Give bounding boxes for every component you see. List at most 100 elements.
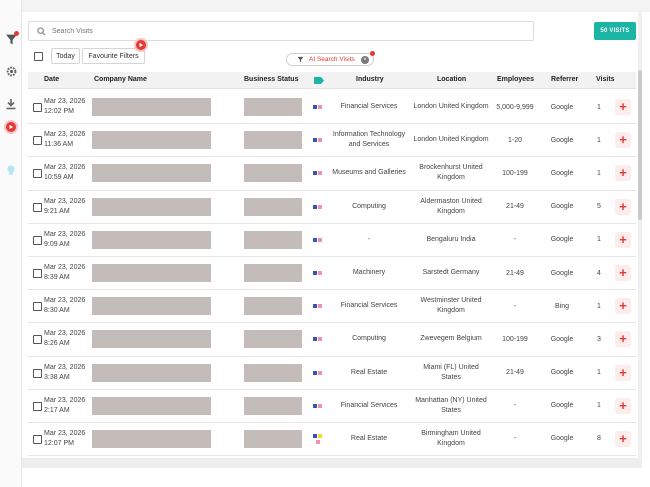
company-name[interactable] <box>92 124 212 156</box>
today-button[interactable]: Today <box>51 48 80 64</box>
table-row[interactable]: Mar 23, 2026 8:26 AM Computing Zwevegem Bel… <box>28 323 636 357</box>
visit-count: 5 <box>597 203 601 211</box>
col-location[interactable]: Location <box>437 76 467 83</box>
row-checkbox[interactable] <box>33 302 42 312</box>
company-name[interactable] <box>92 390 212 422</box>
ai-search-chip[interactable]: AI Search Visits × <box>286 51 375 66</box>
col-industry[interactable]: Industry <box>356 76 384 83</box>
industry: Machinery <box>352 269 386 277</box>
row-checkbox[interactable] <box>33 169 42 179</box>
tags-cell[interactable] <box>311 357 325 389</box>
visit-time: 8:30 AM <box>44 307 70 315</box>
tags-cell[interactable] <box>311 390 325 422</box>
row-checkbox[interactable] <box>33 136 42 146</box>
add-button[interactable]: + <box>615 357 631 389</box>
row-checkbox[interactable] <box>33 268 42 278</box>
table-row[interactable]: Mar 23, 2026 12:07 PM Real Estate Birmingha… <box>28 423 636 457</box>
filter-icon[interactable] <box>3 31 19 47</box>
table-row[interactable]: Mar 23, 2026 9:21 AM Computing Aldermaston … <box>28 191 636 224</box>
employees: 100-199 <box>502 169 528 177</box>
tags-cell[interactable] <box>311 423 325 455</box>
company-name[interactable] <box>92 224 212 256</box>
table-row[interactable]: Mar 23, 2026 9:09 AM - Bengaluru India - Goog… <box>28 224 636 257</box>
visit-day: Mar 23, 2026 <box>44 98 86 106</box>
add-button[interactable]: + <box>615 91 631 123</box>
add-button[interactable]: + <box>615 157 631 189</box>
col-employees[interactable]: Employees <box>497 76 534 83</box>
employees: 100-199 <box>502 335 528 343</box>
search-input[interactable] <box>52 27 512 35</box>
col-company[interactable]: Company Name <box>94 76 147 83</box>
visit-time: 2:17 AM <box>44 406 70 414</box>
add-button[interactable]: + <box>615 124 631 156</box>
favourite-filters-button[interactable]: Favourite Filters <box>82 48 145 64</box>
table-row[interactable]: Mar 23, 2026 12:02 PM Financial Services Lo… <box>28 91 636 125</box>
row-checkbox[interactable] <box>33 434 42 444</box>
favourite-play-icon[interactable] <box>134 38 148 52</box>
plus-icon: + <box>615 132 631 149</box>
add-button[interactable]: + <box>615 323 631 355</box>
referrer: Google <box>550 203 574 211</box>
settings-icon[interactable] <box>3 63 19 79</box>
row-checkbox[interactable] <box>33 202 42 212</box>
visit-count: 4 <box>597 269 601 277</box>
company-name[interactable] <box>92 257 212 289</box>
visit-date: Mar 23, 2026 3:38 AM <box>44 357 106 389</box>
select-all-checkbox[interactable] <box>34 52 43 61</box>
referrer: Google <box>550 269 574 277</box>
tags-cell[interactable] <box>311 191 325 223</box>
row-checkbox[interactable] <box>33 368 42 378</box>
add-button[interactable]: + <box>615 191 631 223</box>
company-name[interactable] <box>92 91 212 123</box>
company-name[interactable] <box>92 157 212 189</box>
scrollbar-thumb[interactable] <box>638 70 642 220</box>
tags-cell[interactable] <box>311 124 325 156</box>
row-checkbox[interactable] <box>33 401 42 411</box>
industry: Financial Services <box>340 103 398 111</box>
add-button[interactable]: + <box>615 423 631 455</box>
tags-cell[interactable] <box>311 224 325 256</box>
download-icon[interactable] <box>3 96 19 112</box>
table-row[interactable]: Mar 23, 2026 8:39 AM Machinery Sarstedt Ger… <box>28 257 636 291</box>
col-visits[interactable]: Visits <box>596 76 615 83</box>
table-row[interactable]: Mar 23, 2026 11:36 AM Information Technolo… <box>28 124 636 158</box>
company-name[interactable] <box>92 191 212 223</box>
row-checkbox[interactable] <box>33 103 42 112</box>
redacted-company <box>92 330 211 349</box>
filter-alert-dot <box>14 31 19 36</box>
company-name[interactable] <box>92 357 212 389</box>
location: Miami (FL) United States <box>423 363 479 381</box>
table-row[interactable]: Mar 23, 2026 3:38 AM Real Estate Miami (FL)… <box>28 357 636 390</box>
table-row[interactable]: Mar 23, 2026 2:17 AM Financial Services Man… <box>28 390 636 423</box>
tags-cell[interactable] <box>311 290 325 322</box>
redacted-status <box>244 396 302 415</box>
scrollbar-track[interactable] <box>638 12 642 467</box>
row-checkbox[interactable] <box>33 335 42 345</box>
row-checkbox[interactable] <box>33 235 42 245</box>
search-box[interactable] <box>28 21 534 41</box>
col-date[interactable]: Date <box>44 76 60 83</box>
industry: Computing <box>352 335 386 343</box>
company-name[interactable] <box>92 290 212 322</box>
add-button[interactable]: + <box>615 224 631 256</box>
tags-cell[interactable] <box>311 157 325 189</box>
add-button[interactable]: + <box>615 257 631 289</box>
table-row[interactable]: Mar 23, 2026 8:30 AM Financial Services Wes… <box>28 290 636 324</box>
play-icon[interactable] <box>3 119 19 135</box>
add-button[interactable]: + <box>615 290 631 322</box>
col-business-status[interactable]: Business Status <box>244 76 299 83</box>
lightbulb-icon[interactable] <box>3 162 19 178</box>
visit-count: 1 <box>597 302 601 310</box>
add-button[interactable]: + <box>615 390 631 422</box>
company-name[interactable] <box>92 323 212 355</box>
company-name[interactable] <box>92 423 212 455</box>
visit-time: 11:36 AM <box>44 141 74 149</box>
tags-cell[interactable] <box>311 323 325 355</box>
tags-cell[interactable] <box>311 257 325 289</box>
table-row[interactable]: Mar 23, 2026 10:59 AM Museums and Gallerie… <box>28 157 636 191</box>
tags-cell[interactable] <box>311 91 325 123</box>
horizontal-scrollbar[interactable] <box>22 458 642 468</box>
close-icon[interactable]: × <box>361 56 369 64</box>
visits-count-button[interactable]: 50 VISITS <box>594 22 636 40</box>
col-referrer[interactable]: Referrer <box>551 76 579 83</box>
